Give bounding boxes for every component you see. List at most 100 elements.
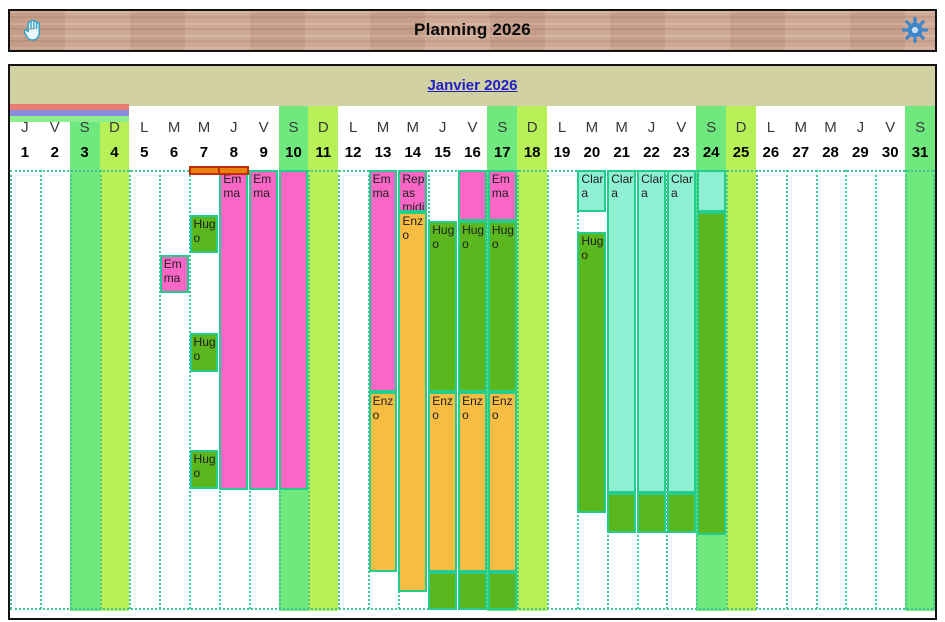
day-number: 12 [344,144,362,161]
event-bar-enzo[interactable]: Enzo [487,392,517,572]
event-block[interactable] [279,170,308,490]
event-block[interactable] [428,572,458,610]
day-column-11[interactable]: D 11 [308,106,339,611]
event-label: Repas midi [402,172,425,212]
day-column-30[interactable]: V 30 [875,106,906,611]
grid-dotted-line [189,170,192,609]
event-bar-clara[interactable]: Clara [607,170,637,493]
day-column-29[interactable]: J 29 [845,106,876,611]
event-block[interactable] [458,572,487,610]
event-label: Hugo [491,223,514,251]
day-column-26[interactable]: L 26 [755,106,786,611]
event-bar-hugo[interactable]: Hugo [189,215,219,253]
month-header-band: Janvier 2026 [10,66,935,106]
event-bar-hugo[interactable]: Hugo [189,333,219,372]
event-block[interactable] [696,212,726,535]
event-label: Emma [253,172,272,200]
day-number: 7 [199,144,209,161]
event-block[interactable] [666,493,696,533]
day-column-25[interactable]: D 25 [726,106,756,611]
weekday-letter: J [438,119,447,136]
event-bar-hugo[interactable]: Hugo [487,221,517,392]
mini-event-banner-segment [189,166,220,175]
event-label: Clara [641,172,664,200]
weekday-letter: V [49,119,60,136]
event-block[interactable] [637,493,666,533]
mini-event-banner[interactable] [189,166,249,175]
day-number: 2 [50,144,59,161]
event-label: Hugo [462,223,485,251]
event-bar-repas-midi[interactable]: Repas midi [398,170,428,212]
event-bar-emma[interactable]: Emma [159,255,189,293]
day-number: 19 [553,144,571,161]
day-column-28[interactable]: M 28 [815,106,846,611]
day-number: 29 [852,144,869,161]
weekday-letter: M [376,119,390,136]
day-column-12[interactable]: L 12 [338,106,369,611]
event-bar-clara[interactable]: Clara [637,170,666,493]
app-title: Planning 2026 [414,20,531,39]
grid-dotted-line [932,170,935,609]
weekday-letter: V [467,119,478,136]
event-bar-hugo[interactable]: Hugo [577,232,607,513]
event-bar-emma[interactable]: Emma [219,170,249,490]
event-bar-enzo[interactable]: Enzo [458,392,487,572]
grid-dotted-line [10,170,12,609]
event-bar-clara[interactable]: Clara [666,170,696,493]
multiday-event-stripe[interactable] [10,104,130,110]
weekday-letter: M [824,119,837,136]
event-bar-hugo[interactable]: Hugo [458,221,487,392]
event-bar-clara[interactable]: Clara [577,170,607,212]
day-number: 17 [493,144,511,161]
event-bar-emma[interactable]: Emma [368,170,398,392]
event-block[interactable] [458,170,487,221]
day-number: 6 [169,144,179,161]
event-bar-enzo[interactable]: Enzo [428,392,458,572]
event-bar-hugo[interactable]: Hugo [189,450,219,489]
event-block[interactable] [607,493,637,533]
event-block[interactable] [487,572,517,610]
event-bar-emma[interactable]: Emma [249,170,279,490]
grid-dotted-line [875,170,878,609]
event-label: Hugo [193,452,216,480]
day-number: 16 [464,144,481,161]
grid-dotted-line [69,170,72,609]
weekday-letter: D [317,119,329,136]
grid-dotted-line [845,170,848,609]
multiday-event-stripe[interactable] [10,116,130,122]
grid-dotted-line [755,170,758,609]
event-bar-enzo[interactable]: Enzo [368,392,398,572]
event-block[interactable] [696,170,726,212]
calendar-panel: Janvier 2026 J 1 V 2 S 3 D 4 L 5 M 6 M 7 J 8 V 9 S 10 D 11 L 12… [8,64,937,620]
day-number: 26 [762,144,780,161]
day-column-27[interactable]: M 27 [785,106,816,611]
weekday-letter: J [647,119,656,136]
weekday-letter: V [885,119,896,136]
mini-event-banner-segment [217,166,249,175]
event-label: Enzo [402,214,424,242]
grid-dotted-line [905,170,908,609]
day-column-18[interactable]: D 18 [517,106,548,611]
title-bar: Planning 2026 [8,9,937,52]
month-link[interactable]: Janvier 2026 [427,77,518,94]
event-bar-emma[interactable]: Emma [487,170,517,221]
event-bar-enzo[interactable]: Enzo [398,212,428,592]
weekday-letter: S [497,119,508,136]
multiday-event-stripe[interactable] [10,110,130,116]
grid-dotted-line [785,170,788,609]
day-number: 25 [732,144,750,161]
day-column-19[interactable]: L 19 [547,106,577,611]
grid-dotted-line [308,170,311,609]
hand-tool-icon[interactable] [21,18,45,44]
day-number: 3 [80,144,89,161]
event-bar-hugo[interactable]: Hugo [428,221,458,392]
day-column-31[interactable]: S 31 [905,106,935,611]
settings-gear-icon[interactable] [901,16,929,44]
